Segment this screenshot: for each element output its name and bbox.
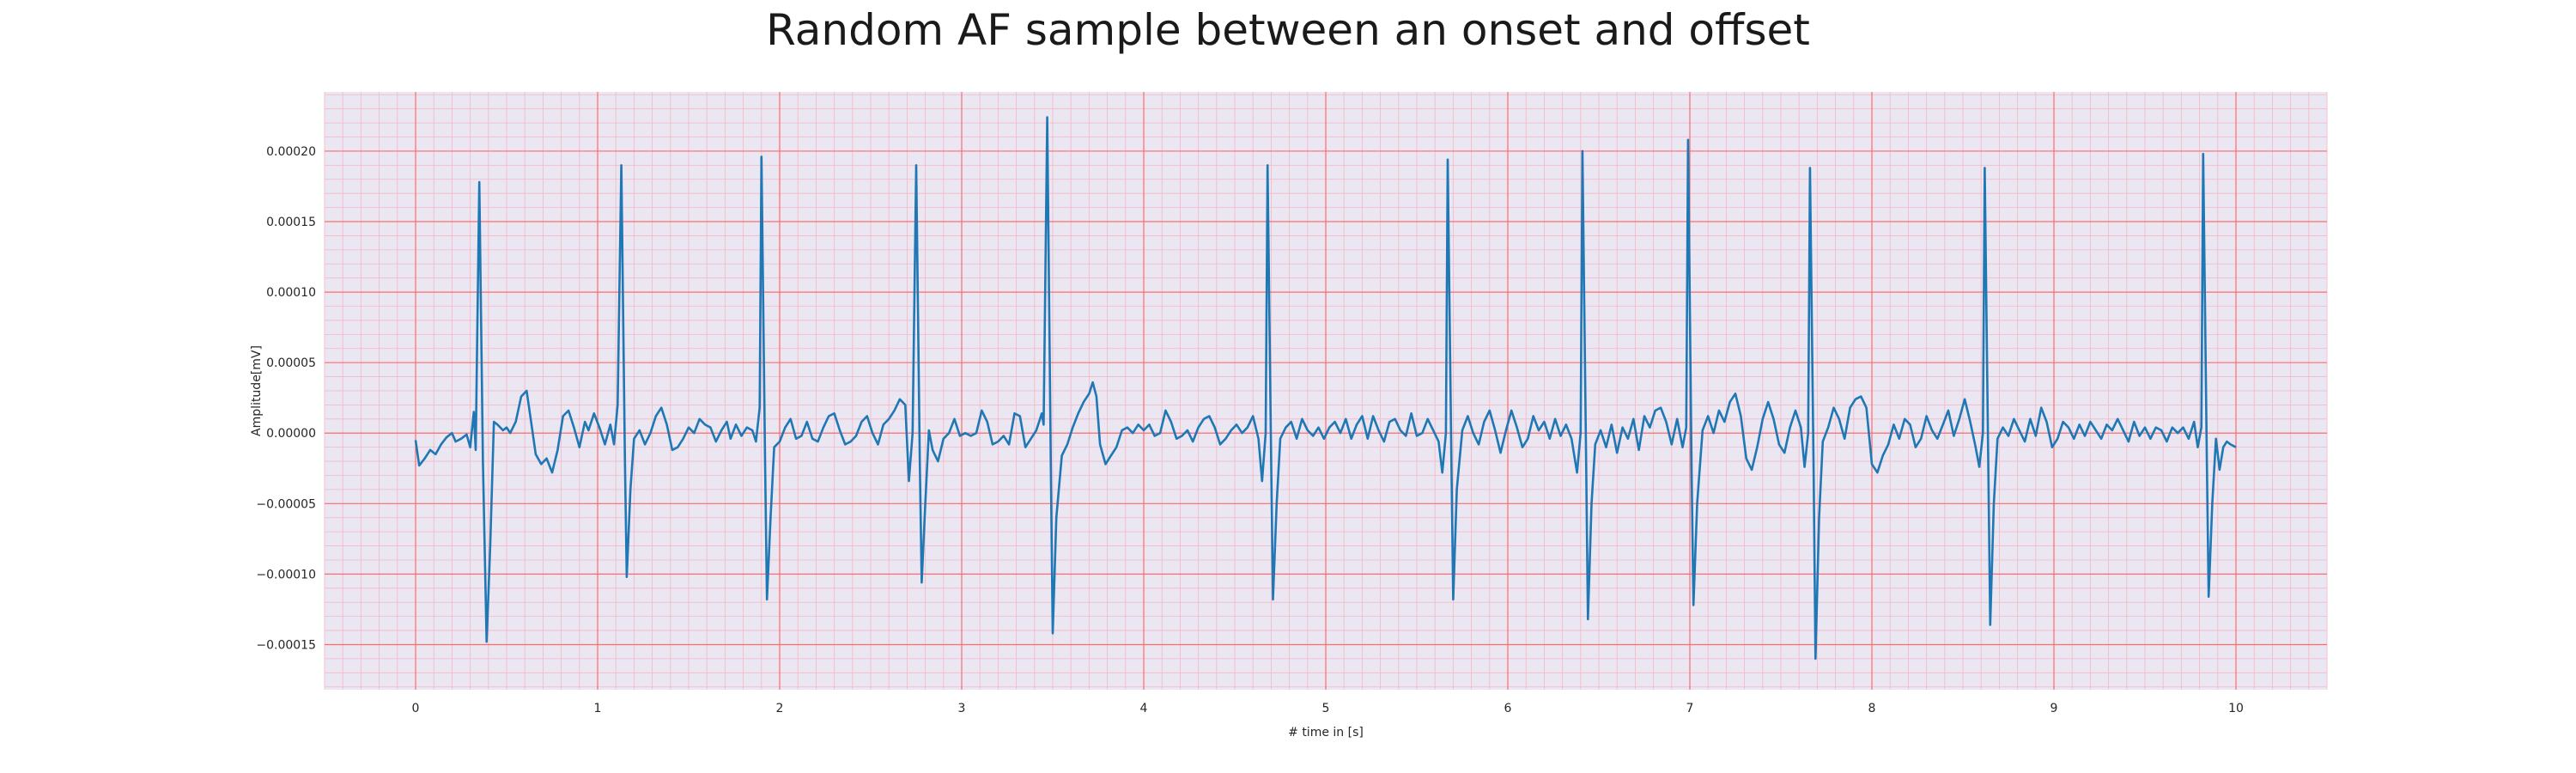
x-tick-label: 3	[958, 702, 966, 715]
y-tick-label: 0.00010	[266, 286, 316, 300]
y-tick-label: 0.00000	[266, 427, 316, 441]
x-tick-label: 4	[1140, 702, 1148, 715]
x-tick-label: 10	[2228, 702, 2244, 715]
x-tick-label: 9	[2050, 702, 2058, 715]
x-axis-label: # time in [s]	[1288, 726, 1364, 740]
y-tick-label: −0.00005	[256, 497, 316, 511]
y-tick-label: −0.00010	[256, 568, 316, 581]
x-axis-ticks: 0 1 2 3 4 5 6 7 8 9 10	[412, 702, 2244, 715]
x-tick-label: 1	[594, 702, 602, 715]
x-tick-label: 0	[412, 702, 420, 715]
series-line	[414, 116, 2237, 660]
y-tick-label: 0.00015	[266, 216, 316, 229]
y-tick-label: −0.00015	[256, 638, 316, 652]
y-tick-label: 0.00005	[266, 356, 316, 370]
x-tick-label: 6	[1504, 702, 1512, 715]
x-tick-label: 7	[1686, 702, 1694, 715]
x-tick-label: 8	[1868, 702, 1876, 715]
y-axis-label: Amplitude[mV]	[250, 345, 264, 436]
y-tick-label: 0.00020	[266, 145, 316, 159]
chart-title: Random AF sample between an onset and of…	[766, 5, 1810, 55]
x-tick-label: 2	[776, 702, 784, 715]
y-axis-ticks: −0.00015 −0.00010 −0.00005 0.00000 0.00005 0.…	[256, 145, 316, 653]
x-tick-label: 5	[1322, 702, 1330, 715]
